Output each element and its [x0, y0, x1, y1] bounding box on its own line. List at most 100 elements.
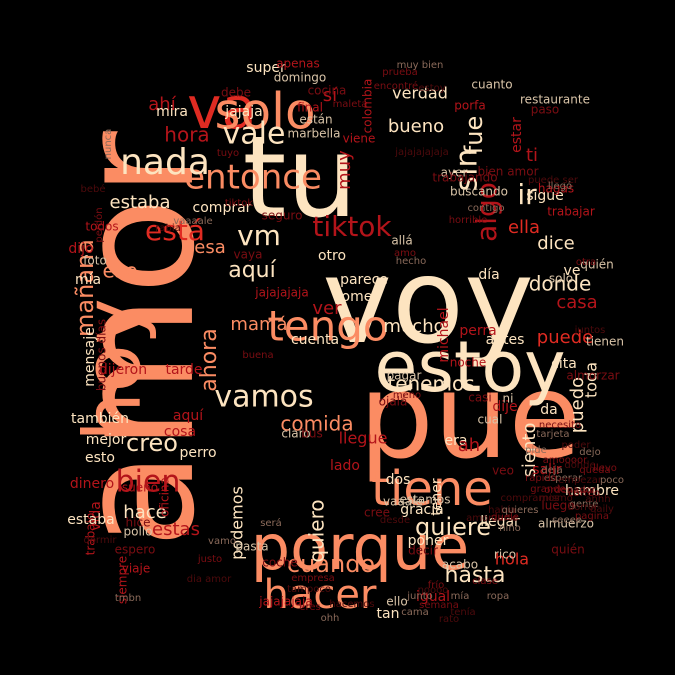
- cloud-word: dos: [386, 472, 411, 488]
- cloud-word: ese: [102, 259, 137, 283]
- cloud-word: mucho: [383, 316, 444, 337]
- cloud-word: tiene: [371, 461, 493, 517]
- cloud-word: ah: [458, 435, 480, 456]
- cloud-word: marbella: [288, 127, 341, 141]
- cloud-word: coche: [262, 556, 298, 570]
- cloud-word: hagas: [538, 182, 574, 196]
- cloud-word: había: [488, 504, 516, 516]
- cloud-word: vamo: [208, 536, 236, 547]
- cloud-word: rico: [494, 548, 516, 562]
- cloud-word: desde: [380, 515, 410, 526]
- cloud-word: pasta: [235, 540, 268, 554]
- cloud-word: noche: [450, 356, 487, 370]
- cloud-word: horror: [568, 502, 599, 513]
- cloud-word: justo: [197, 554, 222, 565]
- cloud-word: paso: [531, 103, 560, 117]
- cloud-word: pue: [359, 347, 581, 485]
- cloud-word: lado: [330, 458, 360, 474]
- cloud-word: tarde: [165, 362, 202, 378]
- cloud-word: era: [445, 433, 468, 449]
- cloud-word: eres: [299, 602, 320, 613]
- cloud-word: solo: [214, 83, 315, 141]
- cloud-word: veo: [492, 464, 514, 478]
- cloud-word: aquí: [228, 258, 276, 283]
- cloud-word: sueño: [122, 481, 158, 495]
- cloud-word: dejo: [579, 447, 600, 458]
- cloud-word: puede: [537, 327, 593, 348]
- cloud-word: toda: [582, 362, 601, 398]
- cloud-word: mía: [451, 590, 470, 602]
- cloud-word: hoy: [68, 298, 158, 441]
- cloud-word: dormir: [83, 535, 117, 546]
- cloud-word: cual: [478, 413, 503, 427]
- cloud-word: creo: [126, 429, 178, 457]
- cloud-word: ti: [526, 145, 538, 166]
- cloud-word: acabo: [442, 558, 478, 572]
- cloud-word: encontré: [374, 80, 418, 92]
- cloud-word: todos: [85, 220, 118, 234]
- cloud-word: quieres: [502, 505, 539, 516]
- cloud-word: gente: [570, 499, 599, 510]
- cloud-word: amo: [394, 248, 416, 259]
- cloud-word: casi: [468, 391, 492, 405]
- cloud-word: sigue: [526, 188, 564, 204]
- cloud-word: niño: [499, 523, 521, 534]
- cloud-word: ayer: [441, 166, 468, 180]
- cloud-word: esto: [85, 450, 115, 466]
- cloud-word: da: [540, 402, 557, 418]
- cloud-word: siempre: [116, 556, 130, 604]
- cloud-word: pollo: [124, 525, 153, 539]
- cloud-word: empezar: [558, 475, 603, 486]
- cloud-word: bueno: [388, 116, 444, 137]
- cloud-word: pagina: [575, 511, 609, 522]
- cloud-word: allá: [391, 234, 412, 248]
- cloud-word: estaba: [110, 192, 171, 213]
- cloud-word: amorzarte: [466, 513, 518, 524]
- cloud-word: ropa: [487, 591, 510, 602]
- cloud-word: seeee: [552, 515, 582, 526]
- cloud-word: jajaja: [224, 104, 262, 120]
- cloud-word: estas: [152, 519, 200, 540]
- cloud-word: bus: [301, 427, 322, 441]
- cloud-word: ahí: [148, 94, 176, 115]
- cloud-word: restaurante: [520, 93, 590, 107]
- cloud-word: aquí: [173, 408, 204, 424]
- cloud-word: buenos días: [95, 319, 109, 391]
- cloud-word: frío: [428, 579, 445, 591]
- cloud-word: será: [260, 517, 282, 529]
- cloud-word: jajajajajaja: [394, 147, 448, 158]
- cloud-word: rabia: [155, 223, 181, 234]
- cloud-word: tiktok: [225, 198, 254, 209]
- cloud-word: meno: [393, 390, 421, 401]
- cloud-word: colombia: [361, 79, 375, 134]
- cloud-word: rato: [439, 614, 459, 625]
- cloud-word: junto: [406, 591, 433, 602]
- cloud-word: luego: [541, 499, 574, 513]
- cloud-word: vm: [237, 219, 281, 252]
- cloud-word: tener: [429, 478, 445, 516]
- cloud-word: entonce: [184, 158, 322, 198]
- cloud-word: comer: [334, 289, 379, 305]
- cloud-word: quién: [551, 543, 585, 557]
- cloud-word: bien: [116, 465, 181, 500]
- cloud-word: llegue: [339, 429, 388, 448]
- cloud-word: comprar: [193, 200, 252, 216]
- cloud-word: noooo: [418, 585, 449, 596]
- cloud-word: empresa: [291, 573, 335, 584]
- cloud-word: apenas: [276, 57, 320, 71]
- cloud-word: ordenador: [544, 485, 596, 496]
- cloud-word: hola: [495, 550, 529, 569]
- cloud-word: viene: [343, 132, 376, 146]
- cloud-word: duele: [491, 512, 519, 523]
- cloud-word: tenía: [450, 606, 475, 618]
- cloud-word: grande: [530, 484, 565, 495]
- cloud-word: deja: [541, 465, 562, 476]
- cloud-word: claro: [281, 427, 310, 441]
- cloud-word: horrible: [449, 215, 488, 226]
- cloud-word: hecho: [396, 256, 426, 267]
- cloud-word: viaje: [122, 562, 151, 576]
- cloud-word: trabajando: [432, 171, 497, 185]
- cloud-word: quiere: [415, 513, 491, 541]
- cloud-word: mensaje: [82, 327, 98, 387]
- cloud-word: muy bien: [397, 60, 444, 71]
